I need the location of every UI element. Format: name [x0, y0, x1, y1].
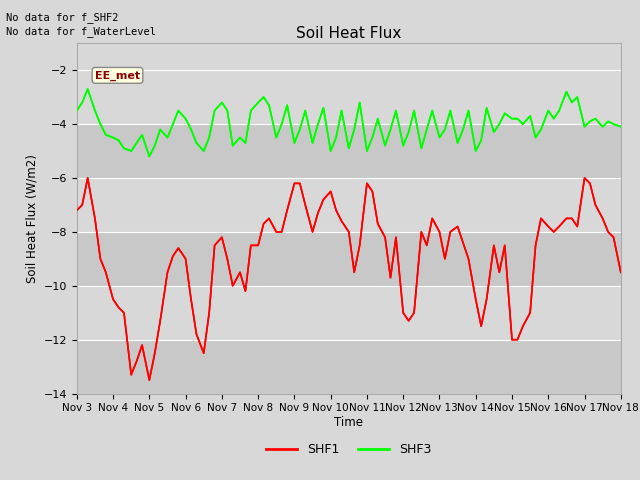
Bar — [77, 286, 621, 340]
Y-axis label: Soil Heat Flux (W/m2): Soil Heat Flux (W/m2) — [25, 154, 38, 283]
Bar — [77, 178, 621, 232]
Bar — [77, 232, 621, 286]
Title: Soil Heat Flux: Soil Heat Flux — [296, 25, 401, 41]
X-axis label: Time: Time — [334, 416, 364, 429]
Bar — [77, 340, 621, 394]
Legend: SHF1, SHF3: SHF1, SHF3 — [261, 438, 437, 461]
Text: EE_met: EE_met — [95, 70, 140, 81]
Bar — [77, 124, 621, 178]
Bar — [77, 70, 621, 124]
Text: No data for f_WaterLevel: No data for f_WaterLevel — [6, 26, 156, 37]
Text: No data for f_SHF2: No data for f_SHF2 — [6, 12, 119, 23]
